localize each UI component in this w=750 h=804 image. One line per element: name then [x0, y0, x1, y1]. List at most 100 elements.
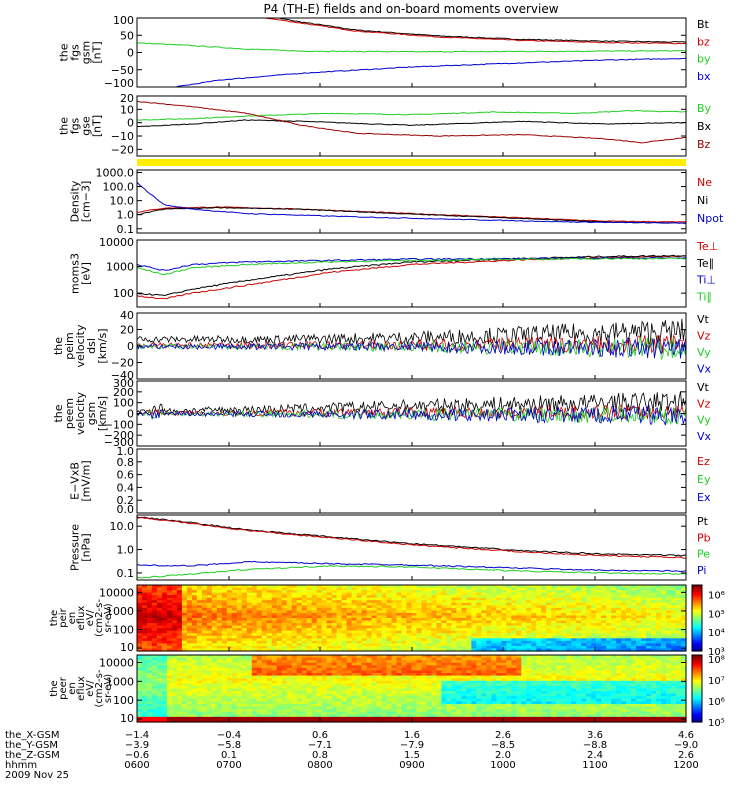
legend-label: Ez	[697, 455, 710, 468]
legend-label: Bx	[697, 120, 712, 133]
y-axis-label: [km/s]	[96, 396, 109, 431]
y-tick-label: −20	[111, 143, 134, 156]
y-axis-label: [km/s]	[96, 328, 109, 363]
series-by-line	[137, 111, 686, 121]
legend-label: By	[697, 102, 712, 115]
y-tick-label: 100	[113, 287, 134, 300]
y-tick-label: 100	[113, 624, 134, 637]
y-tick-label: 0	[127, 47, 134, 60]
series-bz-line	[264, 18, 686, 44]
y-tick-label: 0.1	[117, 567, 135, 580]
series-vt-line	[137, 319, 686, 345]
y-tick-label: −50	[111, 64, 134, 77]
legend-label: Npot	[697, 212, 724, 225]
panel-9: 10⁶10⁵10⁴10³10000100010010thepeireneflux…	[49, 585, 725, 658]
y-tick-label: 1.0	[117, 209, 135, 222]
colorbar-tick-label: 10⁶	[708, 590, 725, 601]
y-tick-label: 0.1	[117, 223, 135, 236]
legend-label: Ey	[697, 473, 711, 486]
legend-label: Vy	[697, 346, 711, 359]
panel-frame	[137, 381, 686, 446]
y-tick-label: 50	[120, 29, 134, 42]
series-ti-line	[137, 258, 686, 275]
legend-label: Ne	[697, 176, 712, 189]
legend-label: Pb	[697, 531, 711, 544]
panel-frame	[137, 240, 686, 307]
y-tick-label: 0.4	[117, 481, 135, 494]
y-tick-label: 1000	[106, 261, 134, 274]
y-tick-label: 10000	[99, 236, 134, 249]
panel-frame	[137, 18, 686, 87]
legend-label: Vx	[697, 430, 712, 443]
panel-5: 40200−20−40thepeimvelocitydsl[km/s]VtVzV…	[52, 309, 712, 382]
legend-label: Pt	[697, 515, 709, 528]
series-pb-line	[137, 517, 686, 558]
y-tick-label: 0.6	[117, 469, 135, 482]
y-tick-label: 10.0	[110, 520, 135, 533]
legend-label: Vt	[697, 381, 710, 394]
y-axis-label: [nPa]	[80, 533, 93, 561]
y-tick-label: 40	[120, 309, 134, 322]
y-axis-label: [nT]	[91, 115, 104, 137]
panel-frame	[137, 170, 686, 233]
y-tick-label: 10000	[99, 586, 134, 599]
series-pt-line	[137, 517, 686, 556]
y-tick-label: 1000.0	[96, 166, 135, 179]
y-tick-label: 100.0	[103, 181, 135, 194]
y-tick-label: 0.8	[117, 456, 135, 469]
y-tick-label: 0.0	[117, 503, 135, 516]
y-tick-label: 20	[120, 324, 134, 337]
legend-label: Ex	[697, 491, 711, 504]
y-axis-label: [eV]	[80, 262, 93, 285]
legend-label: Vx	[697, 363, 712, 376]
y-tick-label: −100	[104, 77, 134, 90]
legend-label: Bz	[697, 138, 711, 151]
y-tick-label: 0	[127, 340, 134, 353]
y-tick-label: 1.0	[117, 544, 135, 557]
legend-label: Te⊥	[696, 240, 718, 253]
colorbar-tick-label: 10⁴	[708, 628, 725, 639]
y-axis-label: [nT]	[91, 41, 104, 63]
legend-label: Pi	[697, 564, 706, 577]
panel-3: 1000.0100.010.01.00.1Density[cm−3]NeNiNp…	[69, 166, 724, 235]
series-by-line	[137, 43, 686, 52]
y-tick-label: 10.0	[110, 195, 135, 208]
series-vy-line	[137, 338, 686, 359]
ephemeris-bar	[137, 159, 686, 166]
series-npot-line	[137, 182, 686, 223]
legend-label: Vt	[697, 313, 710, 326]
series-bx-line	[137, 120, 686, 127]
legend-label: by	[697, 53, 711, 66]
series-bx-line	[177, 58, 686, 87]
panel-frame	[137, 96, 686, 156]
y-axis-label: sr-eV)	[103, 603, 114, 632]
y-tick-label: 100	[113, 14, 134, 27]
figure-title: P4 (TH-E) fields and on-board moments ov…	[263, 2, 558, 16]
y-tick-label: 10	[120, 103, 134, 116]
legend-label: Vz	[697, 397, 711, 410]
y-axis-label: [mV/m]	[80, 460, 93, 501]
legend-label: Ni	[697, 194, 708, 207]
colorbar-tick-label: 10⁵	[708, 609, 725, 620]
y-tick-label: −10	[111, 130, 134, 143]
y-axis-label: [cm−3]	[80, 181, 93, 223]
legend-label: Vz	[697, 330, 711, 343]
legend-label: bx	[697, 70, 711, 83]
panel-6: 3002001000−100−200−300thepeemvelocitygsm…	[52, 377, 712, 449]
y-tick-label: −20	[111, 357, 134, 370]
panel-10: 10⁸10⁷10⁶10⁵10000100010010thepeereneflux…	[49, 655, 725, 729]
legend-label: Te∥	[696, 257, 714, 270]
series-pi-line	[137, 561, 686, 571]
legend-label: Ti⊥	[696, 274, 716, 287]
panel-frame	[137, 449, 686, 513]
legend-label: Ti∥	[696, 290, 712, 303]
legend-label: bz	[697, 35, 710, 48]
legend-label: Bt	[697, 18, 710, 31]
y-tick-label: 10	[120, 641, 134, 654]
